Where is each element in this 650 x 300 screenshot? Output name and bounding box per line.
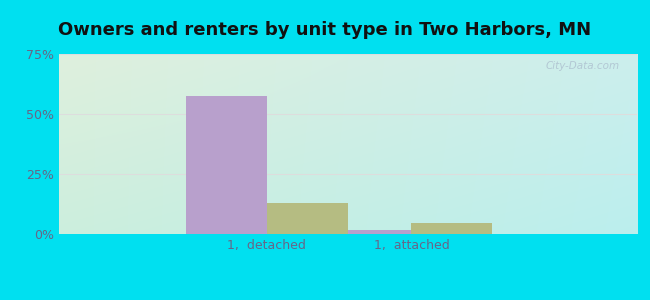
Bar	[266, 203, 348, 234]
Text: Owners and renters by unit type in Two Harbors, MN: Owners and renters by unit type in Two H…	[58, 21, 592, 39]
Bar	[330, 230, 411, 234]
Text: City-Data.com: City-Data.com	[545, 61, 619, 71]
Legend: Owner occupied units, Renter occupied units: Owner occupied units, Renter occupied un…	[180, 298, 515, 300]
Bar	[411, 223, 493, 234]
Bar	[186, 96, 266, 234]
